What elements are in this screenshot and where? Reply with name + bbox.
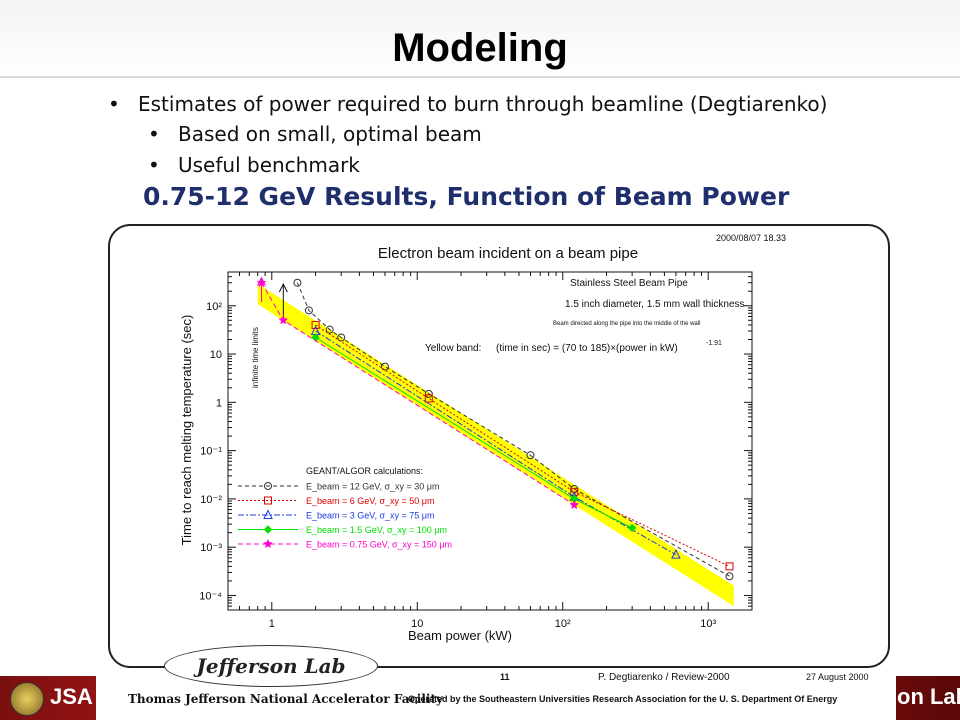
y-tick-label: 10 bbox=[210, 349, 222, 361]
data-point-circle bbox=[526, 451, 535, 460]
y-tick-label: 10⁻² bbox=[200, 494, 222, 506]
data-point-circle bbox=[325, 325, 334, 334]
data-point-square bbox=[725, 562, 734, 571]
annotation-direction: Beam directed along the pipe into the mi… bbox=[553, 321, 700, 327]
band-formula: (time in sec) = (70 to 185)×(power in kW… bbox=[496, 343, 678, 354]
y-tick-label: 10⁻³ bbox=[200, 542, 222, 554]
data-point-star bbox=[256, 277, 267, 287]
y-tick-label: 10² bbox=[206, 301, 222, 313]
data-point-star bbox=[278, 315, 289, 325]
data-point-square bbox=[264, 496, 272, 505]
data-point-triangle bbox=[671, 549, 681, 559]
annotation-material: Stainless Steel Beam Pipe bbox=[570, 278, 688, 289]
series-1 bbox=[311, 320, 734, 571]
data-point-circle bbox=[725, 572, 734, 581]
data-point-circle bbox=[264, 482, 272, 490]
data-point-circle bbox=[424, 389, 433, 398]
bullet-dot: • bbox=[108, 92, 120, 116]
title-bar-edge bbox=[0, 76, 960, 78]
series-4 bbox=[256, 277, 580, 510]
data-point-circle bbox=[304, 306, 313, 315]
y-tick-label: 1 bbox=[216, 397, 222, 409]
x-tick-label: 10² bbox=[555, 618, 571, 630]
data-point-triangle bbox=[263, 509, 273, 519]
page-number: 11 bbox=[500, 672, 510, 682]
bullet-text: Estimates of power required to burn thro… bbox=[138, 92, 828, 116]
bullet-text: Based on small, optimal beam bbox=[178, 122, 482, 146]
bullet-dot: • bbox=[148, 153, 160, 177]
legend-label: E_beam = 1.5 GeV, σ_xy = 100 μm bbox=[306, 525, 447, 535]
lab-name-fragment: on Lab bbox=[897, 684, 960, 709]
series-3 bbox=[311, 333, 637, 533]
bullet-dot: • bbox=[148, 122, 160, 146]
author-credit: P. Degtiarenko / Review-2000 bbox=[598, 672, 730, 683]
series-0 bbox=[293, 278, 734, 581]
operated-by: Operated by the Southeastern Universitie… bbox=[408, 694, 838, 704]
legend: GEANT/ALGOR calculations: E_beam = 12 Ge… bbox=[238, 466, 452, 550]
series-line bbox=[296, 282, 730, 577]
plot-border bbox=[227, 271, 753, 611]
legend-label: E_beam = 0.75 GeV, σ_xy = 150 μm bbox=[306, 540, 452, 550]
bullet-text: Useful benchmark bbox=[178, 153, 360, 177]
x-tick-label: 1 bbox=[269, 618, 275, 630]
legend-label: E_beam = 3 GeV, σ_xy = 75 μm bbox=[306, 511, 434, 521]
data-point-circle bbox=[380, 362, 389, 371]
bullet-item: • Estimates of power required to burn thr… bbox=[108, 92, 828, 116]
data-point-diamond bbox=[627, 523, 637, 533]
title-bar bbox=[0, 0, 960, 82]
series-line bbox=[315, 324, 730, 567]
annotation-geometry: 1.5 inch diameter, 1.5 mm wall thickness bbox=[565, 299, 745, 310]
legend-label: E_beam = 6 GeV, σ_xy = 50 μm bbox=[306, 496, 434, 506]
doe-seal-logo bbox=[10, 682, 44, 716]
jsa-logo: JSA bbox=[50, 684, 93, 709]
footer-date: 27 August 2000 bbox=[806, 672, 869, 682]
data-point-circle bbox=[293, 278, 302, 287]
results-heading: 0.75-12 GeV Results, Function of Beam Po… bbox=[143, 182, 790, 211]
data-point-star bbox=[263, 538, 273, 549]
yellow-band bbox=[257, 283, 734, 607]
annotation-infinite: infinite time limits bbox=[251, 327, 260, 388]
y-axis-label: Time to reach melting temperature (sec) bbox=[179, 315, 194, 546]
y-tick-label: 10⁻⁴ bbox=[199, 590, 222, 602]
bullet-item: • Useful benchmark bbox=[148, 153, 360, 177]
chart-timestamp: 2000/08/07 18.33 bbox=[716, 233, 786, 243]
chart-title: Electron beam incident on a beam pipe bbox=[378, 245, 638, 262]
plot-area: 1 10 10² 10³ 10⁻⁴ 10⁻³ 10⁻² 10⁻¹ 1 10 10² bbox=[199, 271, 753, 630]
series-line bbox=[315, 330, 677, 556]
y-tick-label: 10⁻¹ bbox=[200, 446, 222, 458]
band-exponent: -1.91 bbox=[706, 340, 722, 347]
slide-title: Modeling bbox=[392, 26, 568, 70]
x-tick-label: 10 bbox=[411, 618, 423, 630]
data-point-diamond bbox=[263, 525, 273, 534]
data-point-star bbox=[569, 499, 580, 510]
x-axis-label: Beam power (kW) bbox=[408, 628, 512, 643]
data-point-square bbox=[424, 394, 433, 403]
facility-name: Thomas Jefferson National Accelerator Fa… bbox=[128, 692, 443, 706]
data-point-square bbox=[311, 320, 320, 329]
jefferson-lab-logo: Jefferson Lab bbox=[164, 645, 378, 687]
legend-label: E_beam = 12 GeV, σ_xy = 30 μm bbox=[306, 482, 439, 492]
data-point-circle bbox=[337, 333, 346, 342]
legend-title: GEANT/ALGOR calculations: bbox=[306, 466, 423, 476]
bullet-item: • Based on small, optimal beam bbox=[148, 122, 482, 146]
infinite-arrowhead-black bbox=[278, 283, 288, 293]
x-tick-label: 10³ bbox=[700, 618, 716, 630]
band-label: Yellow band: bbox=[425, 343, 481, 354]
